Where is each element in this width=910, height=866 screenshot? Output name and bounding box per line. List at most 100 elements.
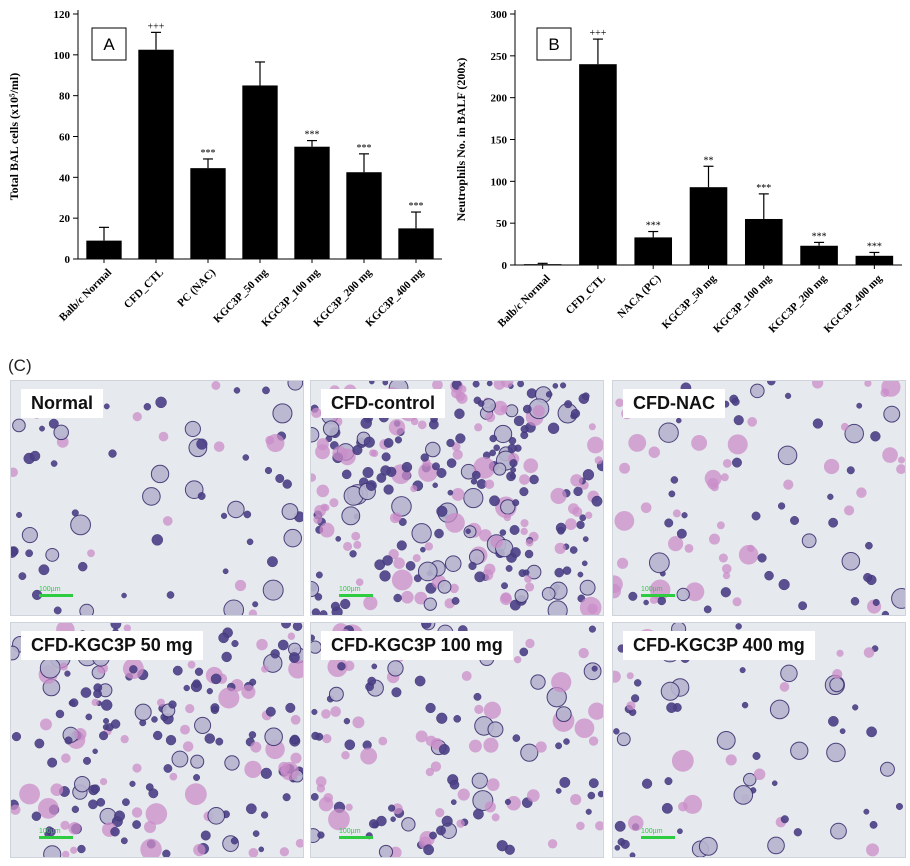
stained-cell: [506, 796, 521, 811]
stained-cell: [392, 512, 402, 522]
nucleated-cell: [489, 449, 496, 457]
nucleated-cell: [453, 715, 462, 723]
stained-cell: [594, 456, 603, 465]
stained-cell: [315, 776, 327, 787]
nucleated-cell: [155, 396, 167, 409]
stained-cell: [353, 540, 362, 549]
y-axis-label: Total BAL cells (x10⁵/ml): [7, 73, 21, 201]
nucleated-cell: [614, 845, 621, 851]
nucleated-cell: [591, 665, 598, 672]
nucleated-cell: [681, 512, 688, 519]
nucleated-cell: [166, 591, 175, 599]
nucleated-cell: [577, 571, 584, 578]
nucleated-cell: [337, 662, 346, 671]
nucleated-cell: [163, 764, 173, 773]
nucleated-cell: [121, 592, 127, 599]
nucleated-cell: [643, 599, 649, 606]
nucleated-cell: [883, 405, 901, 423]
nucleated-cell: [45, 547, 60, 562]
nucleated-cell: [841, 552, 861, 571]
nucleated-cell: [545, 391, 553, 398]
nucleated-cell: [477, 400, 485, 407]
nucleated-cell: [401, 461, 413, 473]
nucleated-cell: [657, 596, 667, 606]
stained-cell: [486, 778, 500, 792]
stained-cell: [363, 595, 378, 611]
stained-cell: [91, 698, 99, 707]
stained-cell: [315, 444, 330, 460]
nucleated-cell: [383, 484, 394, 495]
nucleated-cell: [432, 462, 440, 471]
stained-cell: [343, 541, 353, 551]
nucleated-cell: [344, 739, 356, 751]
nucleated-cell: [641, 778, 653, 789]
nucleated-cell: [562, 566, 572, 575]
stained-cell: [685, 582, 705, 602]
micrograph-label: CFD-NAC: [623, 389, 725, 418]
stained-cell: [19, 783, 40, 805]
nucleated-cell: [77, 844, 86, 854]
nucleated-cell: [168, 700, 177, 709]
x-tick-label: CFD_CTL: [122, 267, 166, 311]
nucleated-cell: [71, 805, 80, 814]
nucleated-cell: [311, 640, 322, 654]
nucleated-cell: [411, 523, 432, 544]
nucleated-cell: [519, 647, 529, 657]
stained-cell: [182, 741, 194, 752]
nucleated-cell: [421, 623, 432, 629]
nucleated-cell: [895, 802, 903, 811]
nucleated-cell: [614, 820, 626, 832]
nucleated-cell: [661, 802, 673, 814]
nucleated-cell: [70, 514, 91, 536]
x-tick-label: Balb/c Normal: [496, 273, 553, 330]
nucleated-cell: [262, 579, 284, 601]
micrograph-texture: [11, 381, 303, 615]
nucleated-cell: [523, 569, 530, 576]
stained-cell: [525, 538, 534, 547]
stained-cell: [415, 730, 428, 743]
stained-cell: [328, 808, 350, 831]
x-tick-label: KGC3P_50 mg: [211, 266, 270, 325]
nucleated-cell: [846, 466, 855, 475]
nucleated-cell: [520, 743, 539, 762]
stained-cell: [329, 498, 339, 508]
nucleated-cell: [85, 713, 93, 721]
x-tick-label: KGC3P_400 mg: [822, 272, 885, 335]
nucleated-cell: [489, 434, 497, 443]
stained-cell: [248, 609, 258, 615]
nucleated-cell: [613, 728, 620, 735]
nucleated-cell: [563, 738, 570, 745]
nucleated-cell: [83, 756, 92, 765]
nucleated-cell: [194, 667, 204, 676]
stained-cell: [565, 518, 577, 530]
nucleated-cell: [272, 403, 293, 424]
nucleated-cell: [311, 580, 320, 598]
scale-bar: [39, 594, 73, 597]
stained-cell: [401, 590, 414, 604]
nucleated-cell: [220, 512, 228, 519]
stained-cell: [248, 848, 259, 857]
stained-cell: [484, 801, 496, 813]
nucleated-cell: [292, 623, 303, 631]
stained-cell: [162, 516, 173, 526]
nucleated-cell: [151, 534, 164, 546]
nucleated-cell: [74, 776, 91, 793]
bar: [190, 168, 226, 259]
nucleated-cell: [71, 509, 79, 517]
scale-bar: [339, 836, 373, 839]
nucleated-cell: [437, 579, 452, 594]
bar: [579, 64, 617, 265]
nucleated-cell: [206, 688, 213, 695]
nucleated-cell: [555, 706, 572, 723]
y-tick-label: 120: [54, 9, 71, 21]
nucleated-cell: [204, 733, 215, 744]
nucleated-cell: [716, 730, 736, 750]
stained-cell: [722, 571, 731, 580]
nucleated-cell: [270, 649, 280, 659]
nucleated-cell: [581, 560, 588, 567]
stained-cell: [461, 671, 472, 681]
stained-cell: [449, 583, 459, 594]
nucleated-cell: [382, 555, 393, 566]
nucleated-cell: [423, 844, 435, 856]
stained-cell: [811, 381, 824, 389]
